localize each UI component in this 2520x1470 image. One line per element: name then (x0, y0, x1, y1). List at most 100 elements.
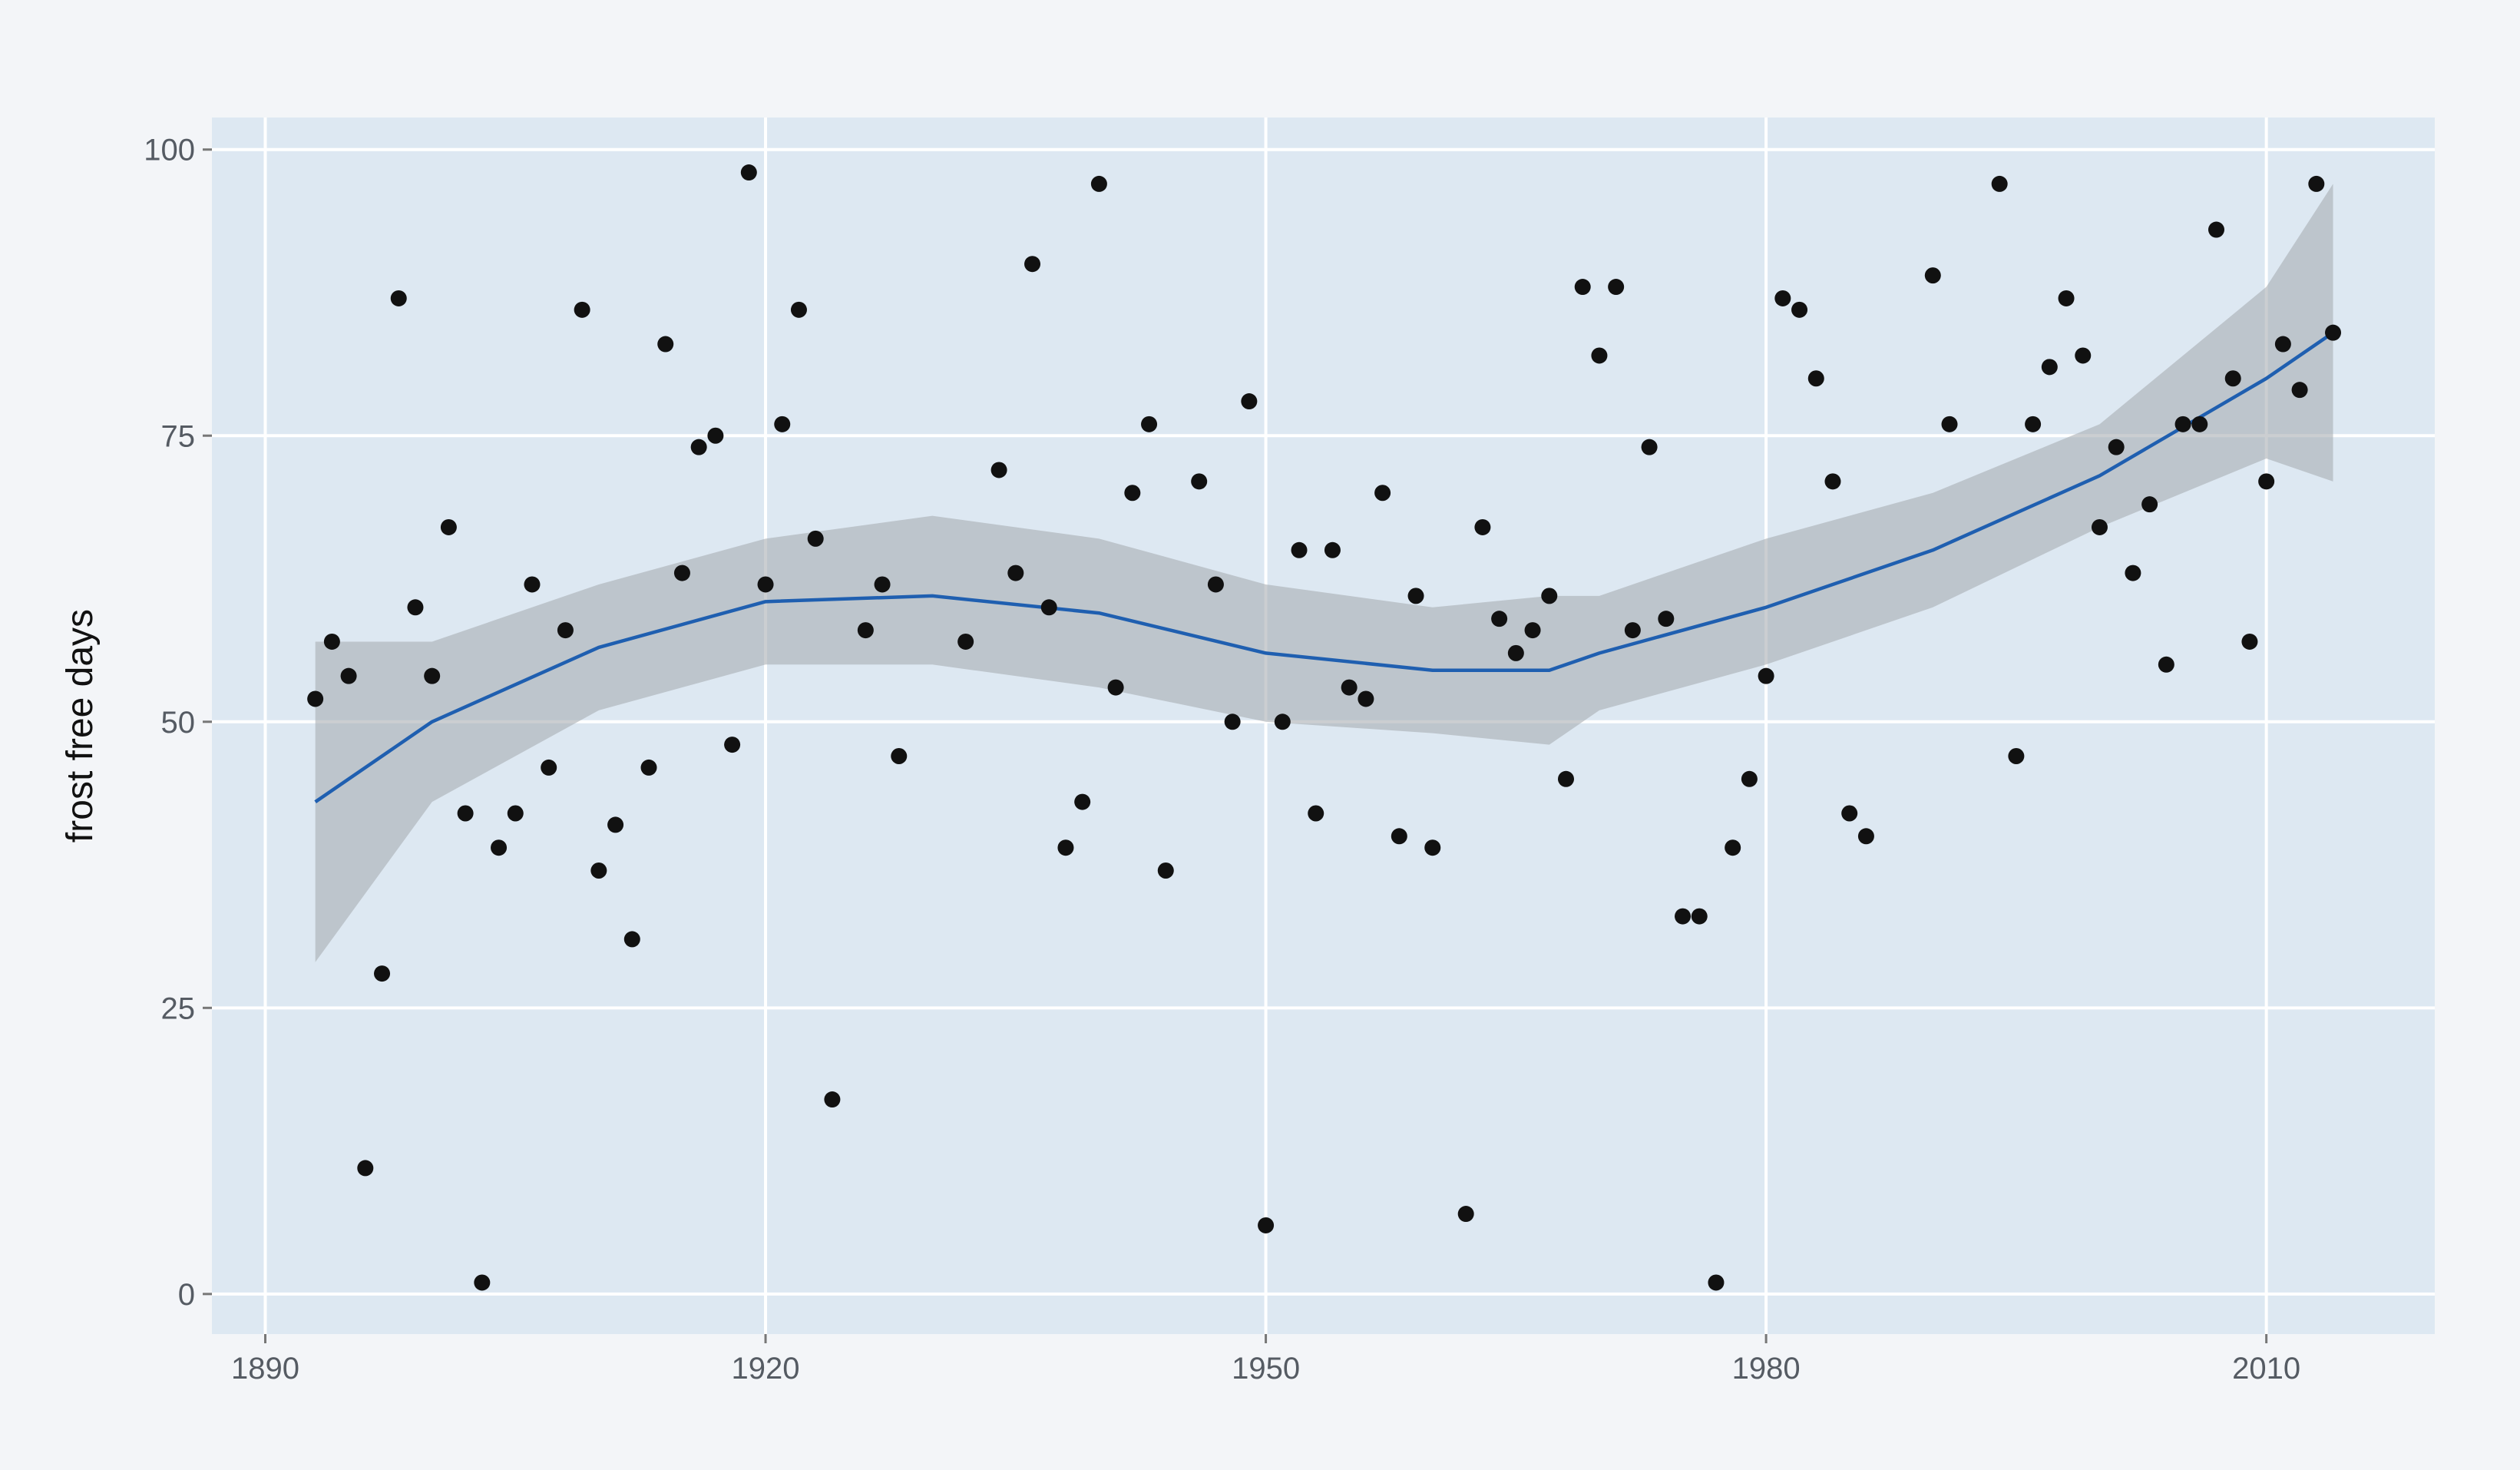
point (2207, 221, 2224, 238)
y-tick-label: 25 (161, 992, 196, 1025)
point (424, 667, 441, 684)
point (1708, 1274, 1725, 1291)
point (2291, 382, 2308, 399)
point (340, 667, 357, 684)
point (1291, 541, 1308, 558)
point (824, 1091, 841, 1108)
point (1574, 279, 1591, 296)
smooth-line (314, 331, 2334, 803)
point (2224, 370, 2241, 387)
point (1857, 828, 1874, 845)
point (2058, 290, 2075, 306)
point (2108, 439, 2125, 455)
x-tick-label: 1920 (732, 1352, 800, 1386)
point (1608, 279, 1625, 296)
point (474, 1274, 491, 1291)
point (1358, 690, 1374, 707)
point (323, 633, 340, 650)
point (1324, 541, 1341, 558)
plot-panel (212, 118, 2435, 1334)
point (790, 301, 807, 318)
x-tick-label: 1890 (231, 1352, 299, 1386)
point (557, 622, 574, 639)
point (1308, 805, 1324, 822)
point (2075, 347, 2092, 364)
point (307, 690, 324, 707)
point (2008, 747, 2025, 764)
point (2325, 324, 2342, 341)
x-tick-label: 1980 (1732, 1352, 1801, 1386)
point (657, 336, 674, 353)
point (2125, 564, 2141, 581)
point (1507, 644, 1524, 661)
point (607, 816, 624, 833)
y-axis-label: frost free days (60, 609, 101, 843)
point (1557, 770, 1574, 787)
point (1274, 713, 1291, 730)
y-tick-label: 100 (144, 134, 195, 167)
point (374, 965, 391, 982)
point (957, 633, 974, 650)
point (1424, 839, 1441, 856)
point (1124, 485, 1141, 502)
y-tick-label: 50 (161, 706, 196, 740)
point (740, 164, 757, 181)
point (1658, 611, 1675, 627)
point (457, 805, 474, 822)
point (1191, 473, 1208, 490)
point (524, 576, 541, 593)
point (390, 290, 407, 306)
point (1391, 828, 1407, 845)
point (1207, 576, 1224, 593)
point (1807, 370, 1824, 387)
point (707, 427, 724, 444)
point (1524, 622, 1541, 639)
point (1024, 256, 1041, 273)
point (574, 301, 590, 318)
x-tick-label: 2010 (2232, 1352, 2300, 1386)
point (1591, 347, 1608, 364)
point (1991, 175, 2008, 192)
point (507, 805, 524, 822)
point (1824, 473, 1841, 490)
point (757, 576, 774, 593)
point (2191, 416, 2208, 432)
point (857, 622, 874, 639)
point (541, 759, 557, 776)
point (1691, 908, 1708, 925)
point (1474, 518, 1491, 535)
point (491, 839, 508, 856)
point (1725, 839, 1741, 856)
point (1624, 622, 1641, 639)
y-tick-label: 0 (178, 1278, 195, 1312)
point (1774, 290, 1791, 306)
point (2174, 416, 2191, 432)
point (640, 759, 657, 776)
point (1758, 667, 1774, 684)
point (1141, 416, 1158, 432)
point (2091, 518, 2108, 535)
point (407, 599, 424, 616)
point (874, 576, 891, 593)
point (1107, 679, 1124, 696)
point (357, 1160, 374, 1177)
point (1090, 175, 1107, 192)
point (2258, 473, 2275, 490)
point (1007, 564, 1024, 581)
point (440, 518, 457, 535)
point (1841, 805, 1858, 822)
point (1241, 393, 1258, 410)
point (1941, 416, 1958, 432)
confidence-band (315, 184, 2333, 962)
point (807, 530, 824, 547)
point (1675, 908, 1692, 925)
point (724, 737, 741, 753)
point (2308, 175, 2325, 192)
point (891, 747, 908, 764)
point (673, 564, 690, 581)
point (1457, 1206, 1474, 1223)
point (1224, 713, 1241, 730)
point (2158, 656, 2174, 673)
point (1791, 301, 1808, 318)
point (1074, 793, 1091, 810)
